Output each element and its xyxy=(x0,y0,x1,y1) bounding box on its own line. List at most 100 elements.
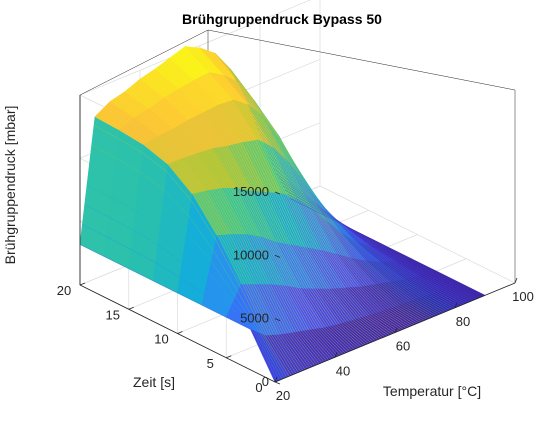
y-tick-mark xyxy=(274,379,281,383)
mesh-line xyxy=(282,185,479,299)
mesh-line xyxy=(159,65,355,350)
mesh-line xyxy=(166,60,362,347)
x-tick-mark xyxy=(514,277,518,284)
mesh-line xyxy=(254,121,451,311)
mesh-line xyxy=(152,70,348,353)
mesh-line xyxy=(103,108,299,373)
z-tick-mark xyxy=(274,381,281,385)
mesh-line xyxy=(233,75,430,319)
mesh-line xyxy=(201,48,397,333)
z-tick-label: 5000 xyxy=(240,311,269,326)
z-tick-label: 15000 xyxy=(233,184,269,199)
y-tick-label: 5 xyxy=(207,356,214,371)
mesh-line xyxy=(119,94,315,366)
mesh-line xyxy=(110,101,306,370)
mesh-line xyxy=(142,76,339,357)
mesh-line xyxy=(250,110,446,312)
y-tick-mark xyxy=(177,331,183,334)
mesh-line xyxy=(280,181,476,300)
mesh-line xyxy=(79,244,276,383)
mesh-line xyxy=(245,98,441,314)
mesh-line xyxy=(161,63,357,349)
mesh-line xyxy=(107,103,304,371)
y-tick-mark xyxy=(128,306,134,310)
mesh-line xyxy=(89,164,285,379)
y-tick-label: 0 xyxy=(255,380,262,395)
mesh-line xyxy=(91,144,287,378)
mesh-line xyxy=(247,104,444,313)
y-tick-mark xyxy=(79,282,86,286)
mesh-line xyxy=(168,58,364,346)
mesh-line xyxy=(271,162,467,304)
mesh-line xyxy=(278,177,474,301)
mesh-line xyxy=(196,47,392,335)
z-tick-mark xyxy=(274,191,281,195)
mesh-line xyxy=(100,110,297,374)
mesh-line xyxy=(154,69,350,352)
mesh-line xyxy=(170,56,367,345)
mesh-line xyxy=(236,80,432,318)
tick-marks-and-labels: 20 40 60 80 100 0 5 10 15 20 0 5000 10000 15000 xyxy=(57,184,534,403)
mesh-line xyxy=(231,71,427,320)
z-tick-mark xyxy=(274,318,281,322)
mesh-line xyxy=(156,67,353,351)
mesh-line xyxy=(177,51,374,342)
mesh-line xyxy=(121,93,318,365)
mesh-line xyxy=(243,93,439,315)
mesh-line xyxy=(240,88,437,316)
mesh-line xyxy=(187,46,383,338)
mesh-line xyxy=(133,84,329,361)
z-axis-label: Brühgruppendruck [mbar] xyxy=(2,106,18,265)
chart-title: Brühgruppendruck Bypass 50 xyxy=(182,11,382,27)
mesh-line xyxy=(173,55,369,344)
mesh-line xyxy=(124,91,320,364)
mesh-line xyxy=(140,78,336,358)
mesh-line xyxy=(238,84,434,317)
x-axis-label: Temperatur [°C] xyxy=(383,383,481,399)
mesh-line xyxy=(264,145,460,307)
mesh-line xyxy=(287,193,483,297)
mesh-line xyxy=(126,89,322,363)
x-tick-mark xyxy=(274,376,278,383)
mesh-line xyxy=(138,80,334,359)
y-tick-mark xyxy=(226,355,232,359)
mesh-line xyxy=(112,99,308,369)
y-tick-label: 10 xyxy=(154,332,168,347)
x-tick-label: 40 xyxy=(336,363,350,378)
mesh-line xyxy=(285,189,481,298)
mesh-line xyxy=(191,47,388,337)
mesh-line xyxy=(268,156,465,305)
box-edge xyxy=(207,29,516,91)
box-edge xyxy=(79,29,209,96)
mesh-line xyxy=(289,198,486,296)
mesh-line xyxy=(145,75,341,356)
mesh-line xyxy=(147,73,343,355)
mesh-line xyxy=(259,133,455,309)
mesh-line xyxy=(82,224,278,382)
mesh-line xyxy=(128,88,325,362)
mesh-line xyxy=(93,124,290,377)
z-tick-label: 0 xyxy=(262,374,269,389)
y-tick-label: 15 xyxy=(106,307,120,322)
x-tick-label: 80 xyxy=(456,314,470,329)
mesh-line xyxy=(212,52,409,328)
mesh-line xyxy=(105,105,301,372)
mesh-line xyxy=(266,150,462,306)
mesh-line xyxy=(252,115,448,312)
mesh-line xyxy=(149,72,346,354)
mesh-line xyxy=(131,86,327,361)
mesh-line xyxy=(257,127,453,310)
mesh-line xyxy=(275,173,472,302)
mesh-line xyxy=(198,47,395,334)
z-tick-label: 10000 xyxy=(233,247,269,262)
mesh-line xyxy=(208,50,404,330)
mesh-line xyxy=(203,49,399,332)
x-tick-label: 100 xyxy=(512,289,534,304)
x-tick-label: 60 xyxy=(396,339,410,354)
mesh-line xyxy=(114,98,311,368)
mesh-line xyxy=(229,67,425,321)
mesh-line xyxy=(261,139,458,308)
mesh-line xyxy=(194,47,390,336)
mesh-line xyxy=(182,48,378,340)
